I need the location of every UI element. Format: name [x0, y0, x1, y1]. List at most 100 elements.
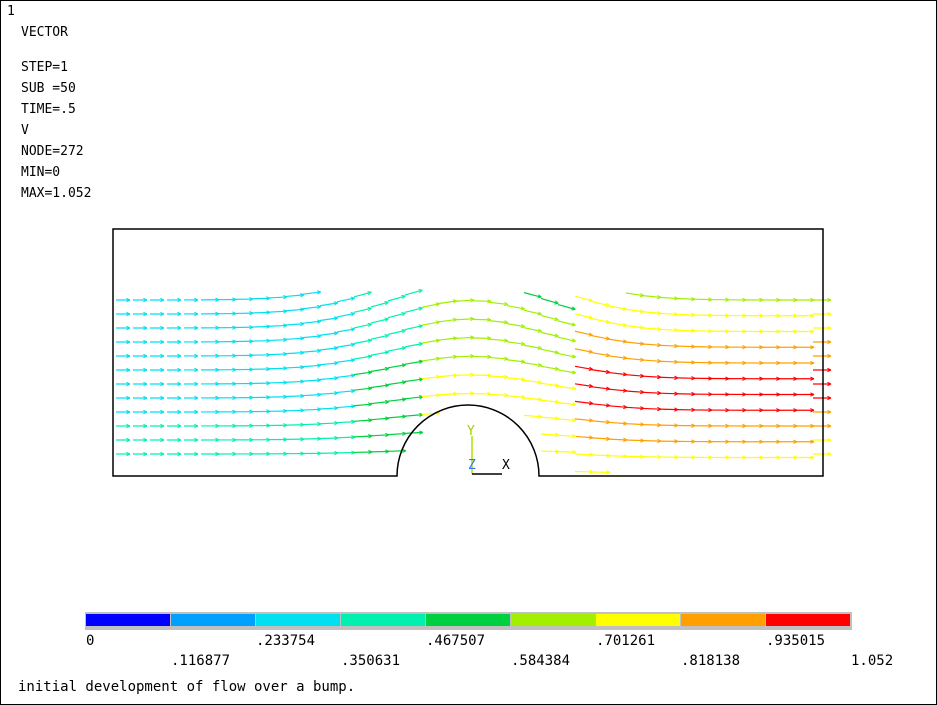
velocity-vector: [404, 360, 423, 365]
velocity-vector: [421, 376, 440, 380]
velocity-vector: [455, 355, 475, 358]
velocity-vector: [353, 435, 373, 438]
velocity-vector: [540, 331, 559, 337]
velocity-vector: [506, 377, 525, 381]
velocity-vector: [455, 374, 475, 376]
velocity-vector: [574, 400, 593, 405]
velocity-vector: [285, 337, 305, 340]
velocity-vector: [574, 453, 594, 456]
velocity-vector: [574, 383, 593, 388]
velocity-vector: [302, 379, 322, 382]
velocity-vector: [506, 359, 525, 363]
velocity-vector: [319, 362, 338, 366]
velocity-vector: [336, 297, 355, 303]
velocity-vector: [608, 388, 627, 392]
legend-label-9: 1.052: [851, 653, 894, 669]
velocity-vector: [540, 365, 559, 370]
velocity-vector: [251, 311, 271, 314]
velocity-vector-head: [350, 312, 355, 317]
velocity-vector-head: [177, 381, 182, 387]
legend-swatch: [511, 614, 595, 626]
legend-label-2: .233754: [256, 633, 316, 649]
velocity-vector-head: [126, 367, 131, 373]
velocity-vector: [353, 323, 372, 329]
velocity-vector: [523, 344, 542, 350]
velocity-vector: [319, 347, 338, 351]
window-number: 1: [7, 4, 15, 19]
velocity-vector: [319, 377, 338, 381]
velocity-vector-head: [827, 451, 832, 457]
velocity-vector-head: [419, 430, 424, 435]
velocity-vector: [659, 376, 679, 379]
velocity-vector-head: [503, 320, 509, 325]
velocity-vector: [336, 359, 355, 363]
velocity-vector-head: [367, 338, 372, 343]
velocity-vector: [591, 403, 610, 407]
velocity-vector: [438, 300, 457, 305]
velocity-vector-head: [194, 311, 199, 317]
velocity-vector: [642, 295, 661, 299]
velocity-vector-head: [588, 349, 593, 354]
velocity-vector: [642, 359, 661, 362]
velocity-vector: [370, 401, 389, 405]
velocity-vector: [302, 408, 322, 411]
velocity-vector: [455, 336, 475, 339]
legend-swatch: [426, 614, 510, 626]
info-line-max: MAX=1.052: [21, 186, 92, 201]
plot-kind-label: VECTOR: [21, 25, 68, 40]
velocity-vector: [608, 355, 627, 359]
velocity-vector-head: [160, 311, 165, 317]
velocity-vector-head: [588, 315, 593, 320]
velocity-vector-head: [350, 342, 356, 348]
velocity-vector-head: [160, 395, 165, 401]
velocity-vector-head: [827, 437, 832, 443]
legend-color-bar: [85, 612, 852, 630]
velocity-vector-head: [384, 317, 389, 322]
velocity-vector-head: [588, 297, 593, 303]
velocity-vector-head: [160, 437, 165, 443]
velocity-vector: [421, 321, 440, 326]
velocity-vector: [336, 436, 356, 439]
velocity-vector-head: [810, 439, 815, 444]
velocity-vector: [574, 313, 593, 319]
velocity-vector-head: [520, 306, 525, 311]
velocity-vector-head: [160, 353, 165, 359]
velocity-vector-head: [418, 306, 423, 311]
velocity-vector: [387, 450, 407, 452]
velocity-vector: [557, 451, 577, 453]
velocity-vector-head: [194, 325, 199, 331]
velocity-vector: [625, 423, 645, 426]
velocity-vector-head: [571, 402, 577, 407]
velocity-vector: [659, 392, 679, 395]
solution-info-block: STEP=1 SUB =50 TIME=.5 V NODE=272 MIN=0 …: [21, 57, 91, 204]
velocity-vector-head: [126, 381, 131, 387]
velocity-vector: [676, 313, 696, 316]
velocity-vector: [591, 335, 610, 340]
velocity-vector: [489, 320, 508, 324]
velocity-vector-head: [194, 437, 199, 443]
velocity-vector-head: [333, 331, 339, 336]
velocity-vector-head: [402, 448, 407, 454]
axis-triad: Y Z X: [467, 424, 510, 475]
velocity-vector: [574, 418, 593, 422]
velocity-vector: [557, 402, 576, 406]
velocity-vector: [421, 303, 440, 308]
velocity-vector-head: [367, 322, 372, 327]
velocity-vector: [625, 374, 644, 377]
velocity-vector-head: [810, 345, 815, 350]
velocity-vector: [251, 297, 271, 300]
velocity-vector-head: [487, 317, 492, 322]
velocity-vector: [642, 311, 661, 314]
legend-label-8: .935015: [766, 633, 826, 649]
velocity-vector: [370, 417, 389, 421]
velocity-vector-head: [177, 353, 182, 359]
velocity-vector: [625, 406, 645, 410]
velocity-vector-head: [827, 311, 832, 317]
velocity-vector: [659, 296, 679, 300]
velocity-vector: [506, 323, 525, 328]
velocity-vector: [489, 375, 509, 378]
velocity-vector: [387, 381, 406, 386]
velocity-vector: [404, 414, 423, 417]
velocity-vectors: [115, 289, 832, 475]
